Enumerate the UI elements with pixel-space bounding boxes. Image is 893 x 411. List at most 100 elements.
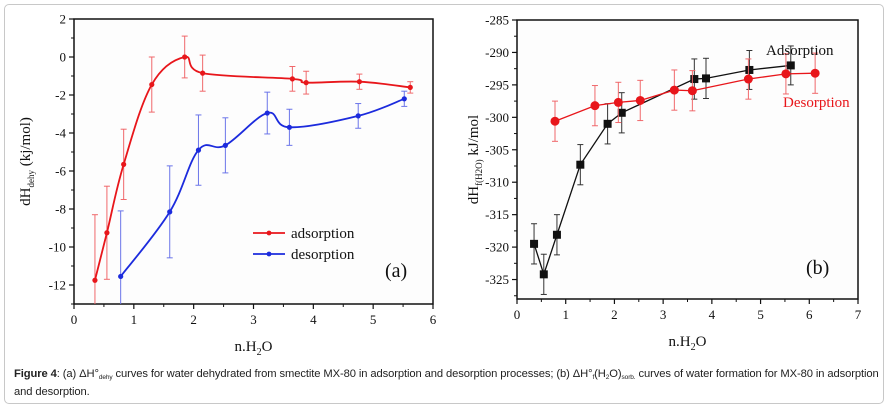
x-tick-label: 3 [250, 312, 257, 327]
series-line [94, 56, 411, 281]
figure-caption: Figure 4: (a) ΔH°dehy curves for water d… [14, 367, 884, 399]
x-tick-label: 0 [71, 312, 78, 327]
caption-text-b-mid: (H [594, 368, 606, 380]
x-tick-label: 2 [190, 312, 197, 327]
legend-label-desorption: Desorption [783, 95, 850, 111]
data-point [810, 68, 820, 78]
x-tick-label: 5 [370, 312, 377, 327]
plot-area [516, 19, 859, 300]
data-point [407, 84, 413, 90]
y-tick-label: -295 [485, 77, 509, 92]
x-tick-label: 6 [430, 312, 437, 327]
y-tick-label: 2 [60, 12, 67, 27]
x-axis-label: n.H2O [669, 334, 707, 353]
caption-text-a: : (a) ΔH° [56, 368, 99, 380]
legend-label-desorption: desorption [291, 247, 355, 263]
y-tick-label: -4 [55, 126, 66, 141]
y-tick-label: -315 [485, 207, 509, 222]
data-point [200, 70, 206, 76]
x-tick-label: 2 [611, 307, 618, 322]
y-tick-label: -285 [485, 13, 509, 28]
data-point [669, 85, 679, 95]
y-tick-label: -300 [485, 110, 509, 125]
chart-a: 0 1 2 3 4 5 6 2 0 -2 -4 -6 -8 -10 -12 n.H2O dHdehy (kj/m… [18, 12, 437, 359]
data-point [687, 86, 697, 96]
x-tick-label: 3 [660, 307, 667, 322]
y-tick-label: 0 [60, 50, 67, 65]
caption-sub-dehy: dehy [98, 374, 113, 381]
y-tick-label: -10 [49, 240, 66, 255]
data-point [264, 110, 270, 116]
legend-marker-desorption [266, 251, 272, 257]
data-point [743, 74, 753, 84]
y-tick-label: -320 [485, 240, 509, 255]
data-point [745, 65, 754, 74]
data-point [552, 230, 561, 239]
series-adsorption [91, 35, 414, 304]
data-point [617, 108, 626, 117]
y-axis-label: dHf(H2O) kJ/mol [466, 115, 484, 204]
data-point [603, 119, 612, 128]
caption-sub-sorb: sorb. [621, 374, 636, 381]
data-point [303, 80, 309, 86]
caption-text-b-mid2: O) [609, 368, 622, 380]
data-point [786, 61, 795, 70]
data-point [182, 54, 188, 60]
x-tick-label: 7 [855, 307, 862, 322]
x-tick-label: 0 [514, 307, 521, 322]
data-point [590, 101, 600, 111]
caption-figure-label: Figure 4 [14, 368, 57, 380]
data-point [121, 161, 127, 167]
panel-label-a: (a) [385, 260, 407, 282]
data-point [195, 147, 202, 153]
data-point [702, 74, 711, 83]
caption-text-a-rest: curves for water dehydrated from smectit… [112, 368, 593, 380]
data-point [289, 76, 295, 82]
x-tick-label: 1 [131, 312, 138, 327]
data-point [149, 81, 155, 88]
data-point [576, 160, 585, 169]
x-axis-label: n.H2O [235, 339, 273, 358]
x-tick-label: 1 [562, 307, 569, 322]
data-point [781, 69, 791, 79]
x-tick-label: 5 [757, 307, 764, 322]
plot-area [73, 18, 434, 305]
y-tick-label: -325 [485, 272, 509, 287]
caption-text-b-rest: curves of water formation for MX-80 in a… [14, 368, 879, 398]
data-point [401, 96, 407, 102]
data-point [690, 75, 699, 84]
x-tick-label: 4 [310, 312, 317, 327]
x-tick-label: 6 [806, 307, 813, 322]
data-point [635, 95, 645, 105]
y-tick-label: -8 [55, 202, 66, 217]
panel-label-b: (b) [806, 257, 829, 279]
data-point [550, 116, 560, 126]
y-tick-label: -310 [485, 175, 509, 190]
data-point [539, 270, 548, 279]
y-tick-label: -305 [485, 142, 509, 157]
series-desorption [117, 90, 408, 304]
data-point [118, 273, 124, 280]
data-point [355, 113, 361, 119]
x-tick-label: 4 [709, 307, 716, 322]
caption-sub-2: 2 [605, 374, 610, 381]
data-point [613, 97, 623, 107]
series-line [533, 64, 791, 277]
data-point [222, 142, 228, 148]
legend-marker-adsorption [266, 230, 272, 236]
y-tick-label: -12 [49, 278, 66, 293]
y-tick-label: -2 [55, 88, 66, 103]
caption-sub-f: f [592, 374, 595, 381]
data-point [104, 230, 110, 236]
y-tick-label: -290 [485, 45, 509, 60]
legend-label-adsorption: adsorption [291, 226, 355, 242]
y-axis-label: dHdehy (kj/mol) [18, 117, 36, 206]
series-desorption [550, 52, 820, 142]
y-tick-label: -6 [55, 164, 66, 179]
data-point [356, 79, 363, 85]
data-point [286, 124, 292, 130]
data-point [530, 239, 539, 248]
chart-b: 0 1 2 3 4 5 6 7 -285 -290 -295 -300 -305 -310 -315 -320… [466, 13, 862, 354]
data-point [167, 209, 173, 215]
